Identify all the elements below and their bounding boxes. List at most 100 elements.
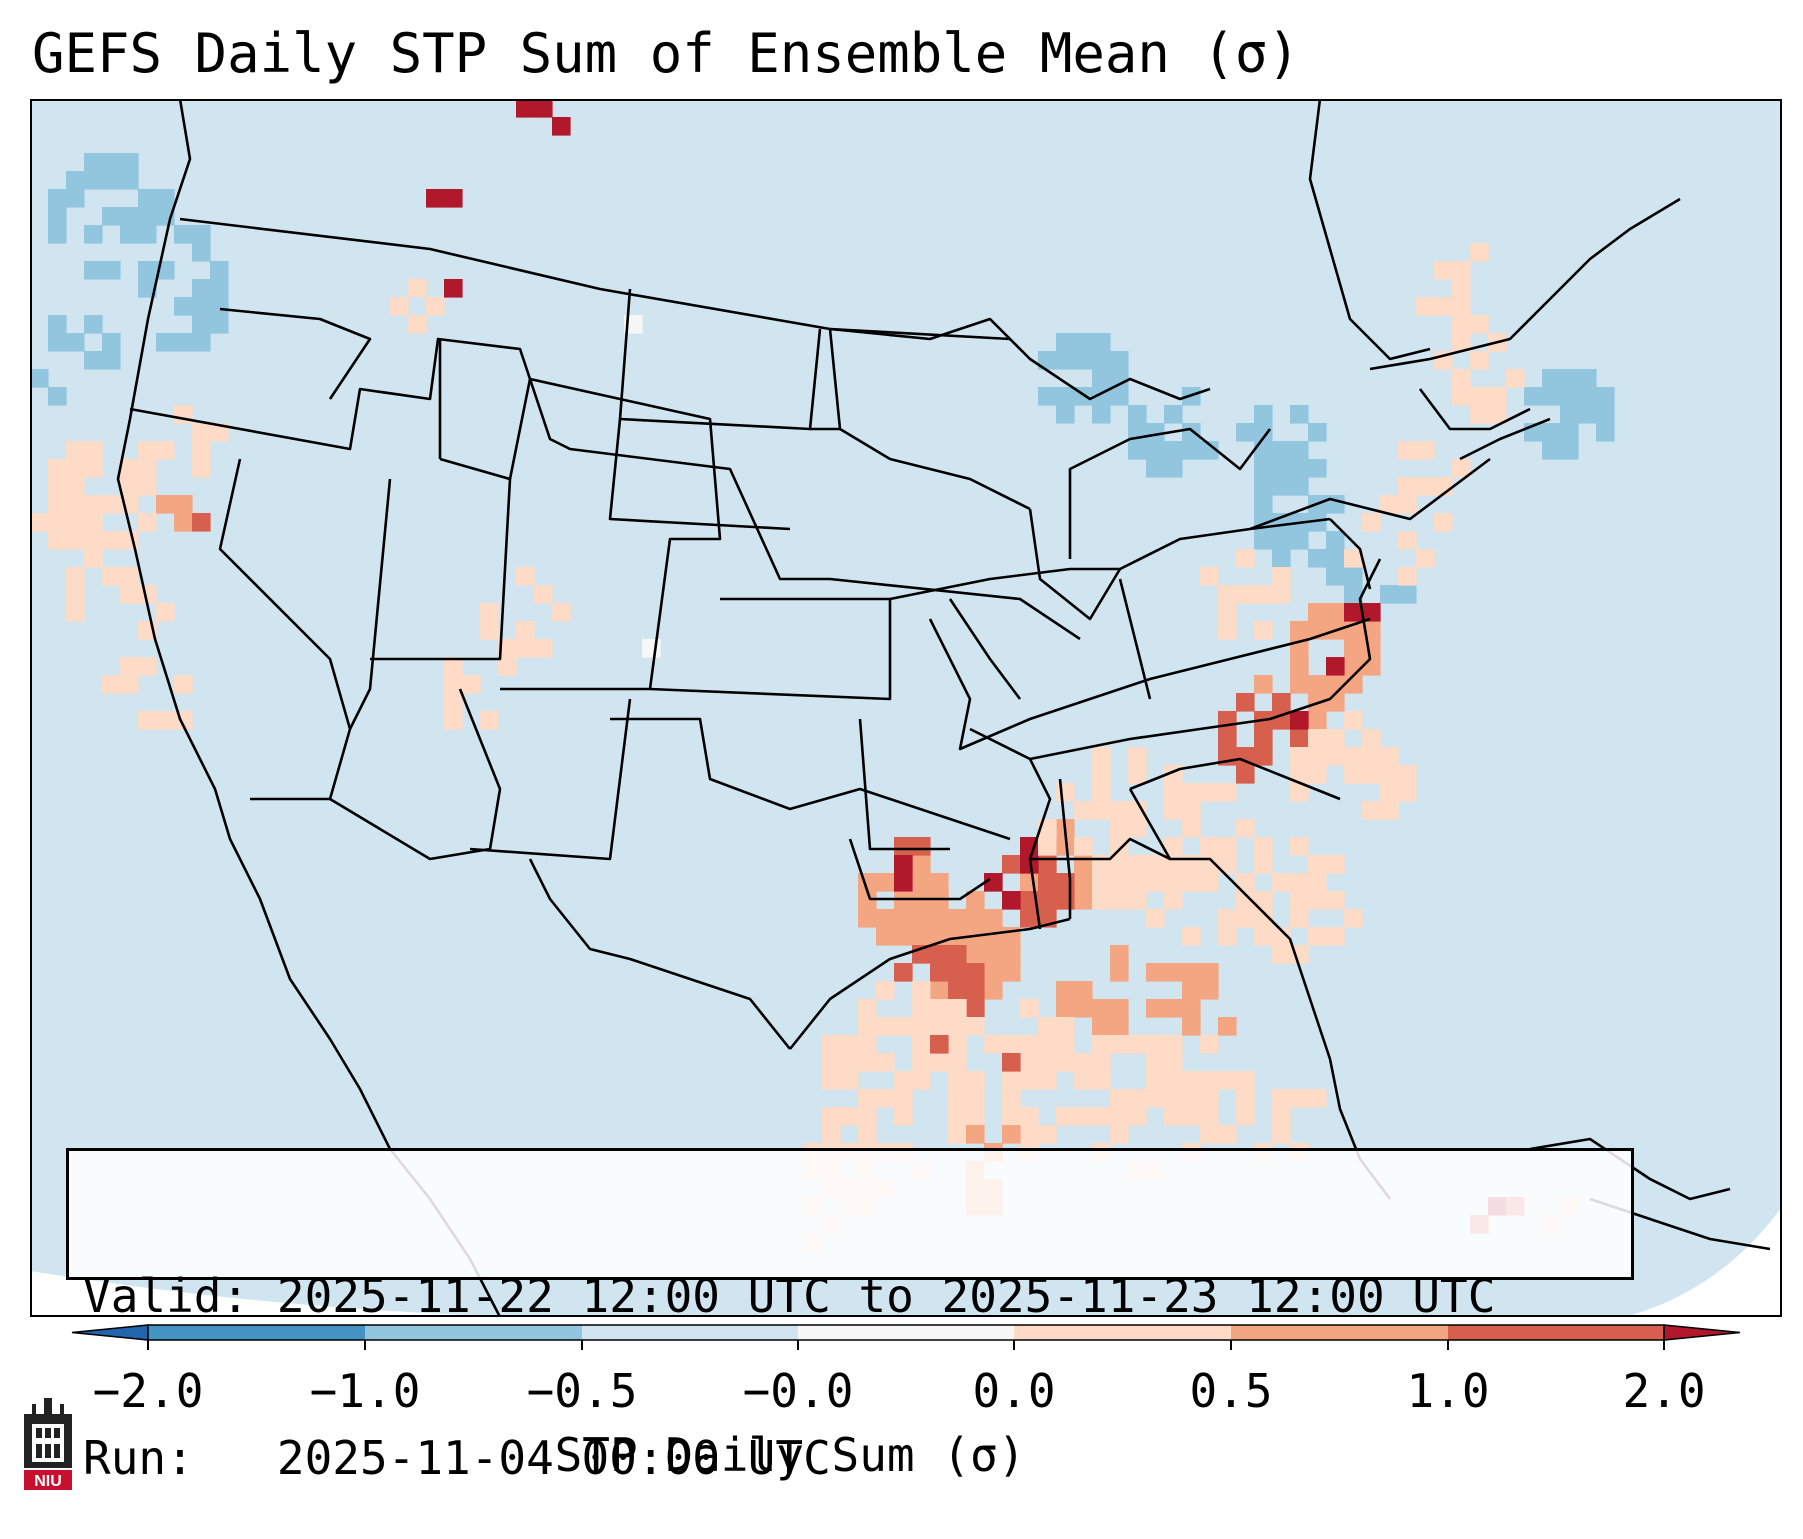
grid-cell — [1074, 1107, 1093, 1126]
grid-cell — [912, 1017, 931, 1036]
grid-cell — [444, 279, 463, 298]
grid-cell — [174, 513, 193, 532]
grid-cell — [1380, 495, 1399, 514]
grid-cell — [1290, 675, 1309, 694]
grid-cell — [930, 873, 949, 892]
grid-cell — [210, 423, 229, 442]
grid-cell — [534, 99, 553, 118]
grid-cell — [1056, 405, 1075, 424]
grid-cell — [1110, 963, 1129, 982]
grid-cell — [1470, 405, 1489, 424]
grid-cell — [1164, 1071, 1183, 1090]
grid-cell — [1290, 783, 1309, 802]
grid-cell — [948, 1089, 967, 1108]
grid-cell — [1308, 855, 1327, 874]
grid-cell — [1236, 819, 1255, 838]
grid-cell — [426, 189, 445, 208]
grid-cell — [1146, 999, 1165, 1018]
grid-cell — [192, 297, 211, 316]
grid-cell — [66, 567, 85, 586]
grid-cell — [1074, 999, 1093, 1018]
grid-cell — [1272, 873, 1291, 892]
grid-cell — [48, 477, 67, 496]
border-line — [610, 717, 1011, 841]
grid-cell — [444, 657, 463, 676]
grid-cell — [156, 711, 175, 730]
grid-cell — [1362, 801, 1381, 820]
colorbar-label: STP Daily Sum (σ) — [554, 1428, 1026, 1482]
grid-cell — [48, 315, 67, 334]
grid-cell — [1272, 1107, 1291, 1126]
grid-cell — [1308, 747, 1327, 766]
grid-cell — [894, 1089, 913, 1108]
grid-cell — [534, 585, 553, 604]
grid-cell — [1524, 387, 1543, 406]
grid-cells-layer — [30, 99, 1615, 1252]
grid-cell — [1146, 909, 1165, 928]
grid-cell — [192, 441, 211, 460]
grid-cell — [1218, 585, 1237, 604]
grid-cell — [1128, 891, 1147, 910]
grid-cell — [1002, 963, 1021, 982]
grid-cell — [966, 891, 985, 910]
grid-cell — [1344, 675, 1363, 694]
grid-cell — [84, 153, 103, 172]
grid-cell — [1308, 927, 1327, 946]
grid-cell — [840, 1053, 859, 1072]
border-line — [1418, 388, 1531, 431]
grid-cell — [192, 333, 211, 352]
border-line — [948, 598, 1022, 700]
grid-cell — [1200, 963, 1219, 982]
grid-cell — [1272, 459, 1291, 478]
grid-cell — [1218, 1071, 1237, 1090]
grid-cell — [1110, 801, 1129, 820]
grid-cell — [66, 441, 85, 460]
grid-cell — [1164, 1107, 1183, 1126]
grid-cell — [1254, 675, 1273, 694]
grid-cell — [1182, 963, 1201, 982]
grid-cell — [930, 963, 949, 982]
grid-cell — [1164, 405, 1183, 424]
grid-cell — [1560, 387, 1579, 406]
grid-cell — [1128, 1035, 1147, 1054]
grid-cell — [138, 189, 157, 208]
grid-cell — [1200, 981, 1219, 1000]
grid-cell — [1560, 369, 1579, 388]
grid-cell — [1272, 567, 1291, 586]
border-line — [528, 858, 792, 1050]
grid-cell — [1452, 315, 1471, 334]
grid-cell — [1092, 369, 1111, 388]
grid-cell — [1362, 513, 1381, 532]
grid-cell — [1020, 1071, 1039, 1090]
grid-cell — [1146, 1053, 1165, 1072]
grid-cell — [1290, 1089, 1309, 1108]
grid-cell — [1182, 441, 1201, 460]
grid-cell — [1344, 657, 1363, 676]
grid-cell — [102, 333, 121, 352]
border-line — [788, 917, 1071, 1050]
grid-cell — [1146, 1035, 1165, 1054]
grid-cell — [1092, 999, 1111, 1018]
grid-cell — [48, 459, 67, 478]
grid-cell — [120, 459, 139, 478]
grid-cell — [1002, 855, 1021, 874]
grid-cell — [966, 963, 985, 982]
grid-cell — [102, 531, 121, 550]
grid-cell — [1578, 369, 1597, 388]
grid-cell — [1416, 549, 1435, 568]
grid-cell — [480, 711, 499, 730]
grid-cell — [156, 441, 175, 460]
grid-cell — [1254, 459, 1273, 478]
grid-cell — [1056, 351, 1075, 370]
grid-cell — [894, 1017, 913, 1036]
grid-cell — [1308, 549, 1327, 568]
grid-cell — [642, 639, 661, 658]
grid-cell — [1038, 387, 1057, 406]
grid-cell — [1362, 603, 1381, 622]
grid-cell — [984, 873, 1003, 892]
grid-cell — [1200, 441, 1219, 460]
grid-cell — [1326, 603, 1345, 622]
grid-cell — [966, 1125, 985, 1144]
grid-cell — [1488, 405, 1507, 424]
border-line — [1369, 197, 1681, 371]
